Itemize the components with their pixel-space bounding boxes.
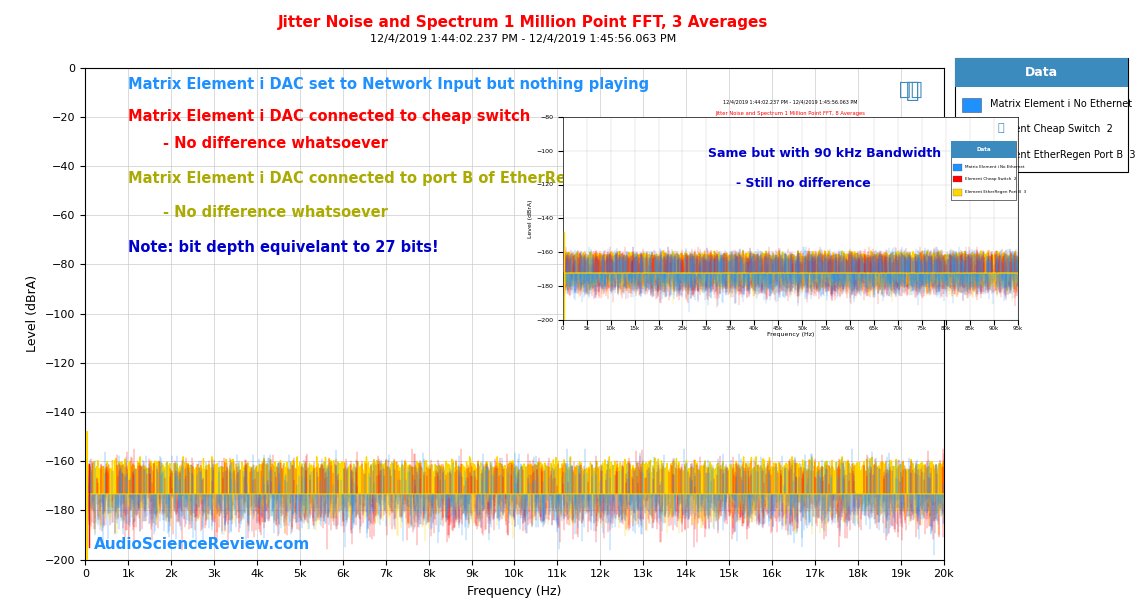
Text: Matrix Element i No Ethernet: Matrix Element i No Ethernet <box>965 165 1024 169</box>
Text: Ⓐ: Ⓐ <box>906 81 920 101</box>
Text: Element Cheap Switch  2: Element Cheap Switch 2 <box>965 177 1016 181</box>
X-axis label: Frequency (Hz): Frequency (Hz) <box>467 585 562 598</box>
Y-axis label: Level (dBrA): Level (dBrA) <box>26 275 40 352</box>
Text: ⓐⓟ: ⓐⓟ <box>898 80 922 99</box>
Text: Ⓐ: Ⓐ <box>997 123 1004 133</box>
Text: - Still no difference: - Still no difference <box>736 177 871 190</box>
Text: Matrix Element i No Ethernet: Matrix Element i No Ethernet <box>989 99 1131 109</box>
Bar <box>962 123 981 137</box>
Text: Matrix Element i DAC connected to cheap switch: Matrix Element i DAC connected to cheap … <box>128 109 531 124</box>
Text: Jitter Noise and Spectrum 1 Million Point FFT, 3 Averages: Jitter Noise and Spectrum 1 Million Poin… <box>277 15 769 30</box>
X-axis label: Frequency (Hz): Frequency (Hz) <box>766 333 814 338</box>
Text: - No difference whatsoever: - No difference whatsoever <box>163 137 388 151</box>
Bar <box>955 58 1128 87</box>
Text: - No difference whatsoever: - No difference whatsoever <box>163 205 388 220</box>
Text: 12/4/2019 1:44:02.237 PM - 12/4/2019 1:45:56.063 PM: 12/4/2019 1:44:02.237 PM - 12/4/2019 1:4… <box>370 34 677 44</box>
Bar <box>953 189 962 196</box>
Text: Same but with 90 kHz Bandwidth: Same but with 90 kHz Bandwidth <box>708 147 941 160</box>
Text: Data: Data <box>1024 66 1059 79</box>
Text: Element Cheap Switch  2: Element Cheap Switch 2 <box>989 124 1112 134</box>
Bar <box>953 164 962 171</box>
Title: Jitter Noise and Spectrum 1 Million Point FFT, 8 Averages: Jitter Noise and Spectrum 1 Million Poin… <box>715 111 865 116</box>
Text: 12/4/2019 1:44:02.237 PM - 12/4/2019 1:45:56.063 PM: 12/4/2019 1:44:02.237 PM - 12/4/2019 1:4… <box>723 100 857 105</box>
Text: Matrix Element i DAC set to Network Input but nothing playing: Matrix Element i DAC set to Network Inpu… <box>128 77 649 92</box>
Y-axis label: Level (dBrA): Level (dBrA) <box>529 199 533 237</box>
Bar <box>951 141 1016 158</box>
Text: AudioScienceReview.com: AudioScienceReview.com <box>94 538 310 552</box>
Text: Data: Data <box>977 147 990 152</box>
Bar <box>962 98 981 112</box>
Text: Matrix Element i DAC connected to port B of EtherRegen: Matrix Element i DAC connected to port B… <box>128 171 597 186</box>
Text: Element EtherRegen Port B  3: Element EtherRegen Port B 3 <box>989 150 1135 160</box>
Text: Note: bit depth equivelant to 27 bits!: Note: bit depth equivelant to 27 bits! <box>128 240 439 255</box>
Text: Element EtherRegen Port B  3: Element EtherRegen Port B 3 <box>965 190 1027 194</box>
Bar <box>953 176 962 182</box>
Bar <box>962 149 981 163</box>
